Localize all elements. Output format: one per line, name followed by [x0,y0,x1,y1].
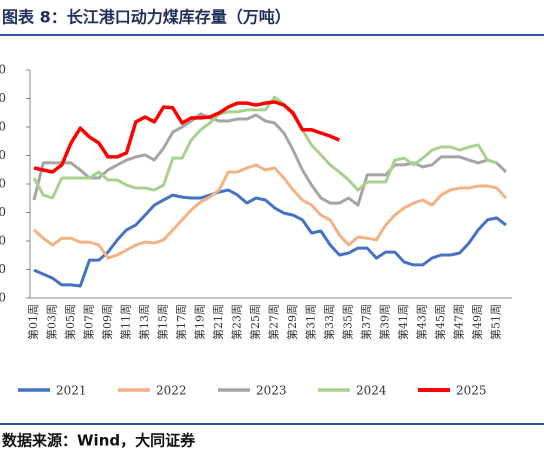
y-tick-label: 100 [0,262,6,276]
x-tick-label: 第17周 [174,304,188,340]
x-tick-label: 第07周 [82,304,96,340]
x-tick-label: 第39周 [378,304,392,340]
x-tick-label: 第47周 [452,304,466,340]
legend-label: 2023 [256,384,287,398]
x-tick-label: 第03周 [45,304,59,340]
x-tick-label: 第25周 [248,304,262,340]
x-tick-label: 第13周 [137,304,151,340]
y-tick-label: 800 [0,63,6,77]
y-tick-label: 300 [0,205,6,219]
x-tick-label: 第51周 [489,304,503,340]
legend-label: 2022 [156,384,187,398]
y-tick-label: 500 [0,148,6,162]
legend-label: 2021 [56,384,87,398]
legend-label: 2024 [356,384,387,398]
source: 数据来源：Wind，大同证券 [2,432,196,450]
series-line [33,163,508,260]
x-tick-label: 第15周 [156,304,170,340]
series-line [32,95,498,200]
y-tick-label: 700 [0,91,6,105]
y-tick-label: 0 [0,291,6,305]
series-line [33,188,507,288]
x-tick-label: 第19周 [193,304,207,340]
y-tick-label: 600 [0,120,6,134]
x-tick-label: 第09周 [100,304,114,340]
y-tick-label: 400 [0,177,6,191]
y-tick-label: 200 [0,234,6,248]
x-tick-label: 第41周 [396,304,410,340]
x-tick-label: 第33周 [322,304,336,340]
x-tick-label: 第35周 [341,304,355,340]
x-tick-label: 第37周 [359,304,373,340]
x-tick-label: 第01周 [26,304,40,340]
x-tick-label: 第21周 [211,304,225,340]
x-tick-label: 第23周 [230,304,244,340]
x-tick-label: 第45周 [433,304,447,340]
series-line [33,100,341,174]
legend-label: 2025 [456,384,487,398]
x-tick-label: 第29周 [285,304,299,340]
x-tick-label: 第05周 [63,304,77,340]
x-tick-label: 第31周 [304,304,318,340]
x-tick-label: 第43周 [415,304,429,340]
chart-title: 图表 8：长江港口动力煤库存量（万吨） [2,8,291,27]
x-tick-label: 第27周 [267,304,281,340]
series-line [32,112,508,207]
x-tick-label: 第49周 [470,304,484,340]
x-tick-label: 第11周 [119,304,133,340]
